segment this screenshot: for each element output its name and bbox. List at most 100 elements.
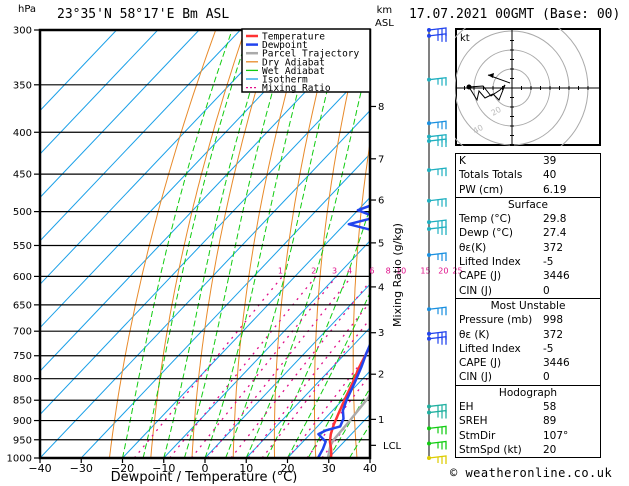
index-value: 20 — [543, 443, 557, 456]
isotherm-line — [204, 283, 370, 458]
wind-barb — [428, 167, 447, 177]
index-value: 3446 — [543, 357, 570, 370]
index-label: Lifted Index — [459, 342, 521, 355]
index-row: Lifted Index -5 — [456, 342, 600, 356]
x-tick-label: 40 — [363, 462, 377, 475]
index-label: StmDir — [459, 429, 496, 442]
indices-panel: K 39 Totals Totals 40 PW (cm) 6.19 Surface … — [455, 153, 601, 459]
hodograph-trace — [468, 84, 506, 102]
section-title: Surface — [507, 198, 548, 211]
y-tick-label: 300 — [13, 26, 32, 37]
isotherm-line — [40, 109, 370, 458]
mixing-ratio-label: 3 — [332, 266, 337, 275]
index-value: 372 — [543, 328, 564, 341]
wind-barb — [428, 403, 447, 413]
legend-label: Wet Adiabat — [262, 66, 325, 77]
wind-barb — [428, 226, 447, 235]
isotherm-line — [80, 153, 370, 458]
isotherm-line — [40, 30, 117, 112]
mixing-ratio-line — [169, 275, 317, 458]
indices-most-unstable: Most Unstable Pressure (mb) 998 θε (K) 372… — [455, 297, 601, 385]
mixing-ratio-line — [230, 280, 370, 458]
wind-barb — [428, 219, 447, 229]
height-unit-label: km ASL — [375, 4, 394, 30]
hodograph: 20 40 kt — [455, 28, 601, 146]
dry-adiabat-line — [150, 30, 246, 458]
wind-barbs — [427, 27, 447, 464]
index-label: CIN (J) — [459, 284, 492, 297]
isotherm-line — [122, 196, 370, 458]
mixing-ratio-label: 15 — [420, 266, 430, 275]
copyright-footer: © weatheronline.co.uk — [450, 466, 613, 480]
index-row: θε(K) 372 — [456, 241, 600, 255]
y-tick-label: 350 — [13, 80, 32, 91]
y-tick-label: 950 — [13, 435, 32, 446]
wet-adiabat-line — [307, 345, 370, 458]
index-row: StmDir 107° — [456, 429, 600, 443]
mixing-ratio-line — [247, 301, 370, 458]
height-unit-asl: ASL — [375, 18, 394, 29]
dry-adiabat-line — [427, 30, 450, 458]
index-row: θε (K) 372 — [456, 328, 600, 342]
y-tick-label: 800 — [13, 374, 32, 385]
mixing-ratio-label: 20 — [438, 266, 448, 275]
km-tick-label: 4 — [378, 282, 384, 293]
wet-adiabat-line — [204, 30, 316, 458]
temperature-axis: −40 −30 −20 −10 0 10 20 30 40 — [28, 458, 377, 475]
hodograph-ring-label: 20 — [490, 105, 503, 118]
index-label: StmSpd (kt) — [459, 443, 522, 456]
indices-surface: Surface Temp (°C) 29.8 Dewp (°C) 27.4 θε(K… — [455, 196, 601, 298]
index-row: CAPE (J) 3446 — [456, 269, 600, 283]
index-label: CAPE (J) — [459, 270, 502, 283]
mixing-ratio-label: 2 — [311, 266, 316, 275]
index-row: EH 58 — [456, 400, 600, 414]
index-value: 6.19 — [543, 183, 567, 196]
index-row: Temp (°C) 29.8 — [456, 212, 600, 226]
wind-barb — [428, 198, 447, 207]
index-label: Totals Totals — [459, 169, 523, 182]
dry-adiabat-line — [109, 30, 217, 458]
indices-top: K 39 Totals Totals 40 PW (cm) 6.19 — [455, 153, 601, 197]
index-row: SREH 89 — [456, 414, 600, 428]
wind-barb — [428, 33, 447, 42]
km-tick-label: 3 — [378, 328, 384, 339]
index-row: Lifted Index -5 — [456, 255, 600, 269]
y-tick-label: 900 — [13, 416, 32, 427]
index-value: 58 — [543, 401, 557, 414]
section-title: Most Unstable — [490, 299, 566, 312]
profiles — [316, 204, 370, 458]
mixing-ratio-label: 8 — [386, 266, 391, 275]
height-axis: 8 7 6 5 4 3 2 1 LCL — [370, 102, 402, 452]
y-tick-label: 700 — [13, 327, 32, 338]
location-title: 23°35'N 58°17'E Bm ASL — [57, 7, 230, 22]
wind-barb-dot — [427, 253, 431, 258]
parcel-trajectory-line — [326, 393, 370, 458]
isotherm-line — [40, 30, 282, 286]
isotherm-line — [40, 30, 365, 372]
km-tick-label: 8 — [378, 102, 384, 113]
datetime-title: 17.07.2021 00GMT (Base: 00) — [409, 7, 621, 22]
mixing-ratio-label: 1 — [278, 266, 283, 275]
index-label: K — [459, 155, 466, 167]
isotherm-line — [287, 370, 370, 458]
isotherm-line — [245, 326, 370, 458]
y-tick-label: 1000 — [7, 454, 32, 465]
mixing-ratio-label: 25 — [452, 266, 462, 275]
index-label: Dewp (°C) — [459, 227, 513, 240]
y-tick-label: 750 — [13, 351, 32, 362]
y-tick-label: 600 — [13, 272, 32, 283]
index-label: PW (cm) — [459, 183, 504, 196]
wet-adiabat-line — [122, 30, 233, 458]
dry-adiabat-line — [313, 30, 363, 458]
index-row: CAPE (J) 3446 — [456, 356, 600, 370]
index-row-totals: Totals Totals 40 — [456, 168, 600, 182]
index-label: Temp (°C) — [459, 213, 512, 226]
index-label: SREH — [459, 415, 488, 428]
index-label: θε(K) — [459, 241, 487, 254]
dewpoint-line — [316, 204, 370, 458]
wet-adiabat-line — [287, 291, 370, 458]
legend-label: Dewpoint — [262, 40, 308, 51]
index-value: 372 — [543, 241, 564, 254]
